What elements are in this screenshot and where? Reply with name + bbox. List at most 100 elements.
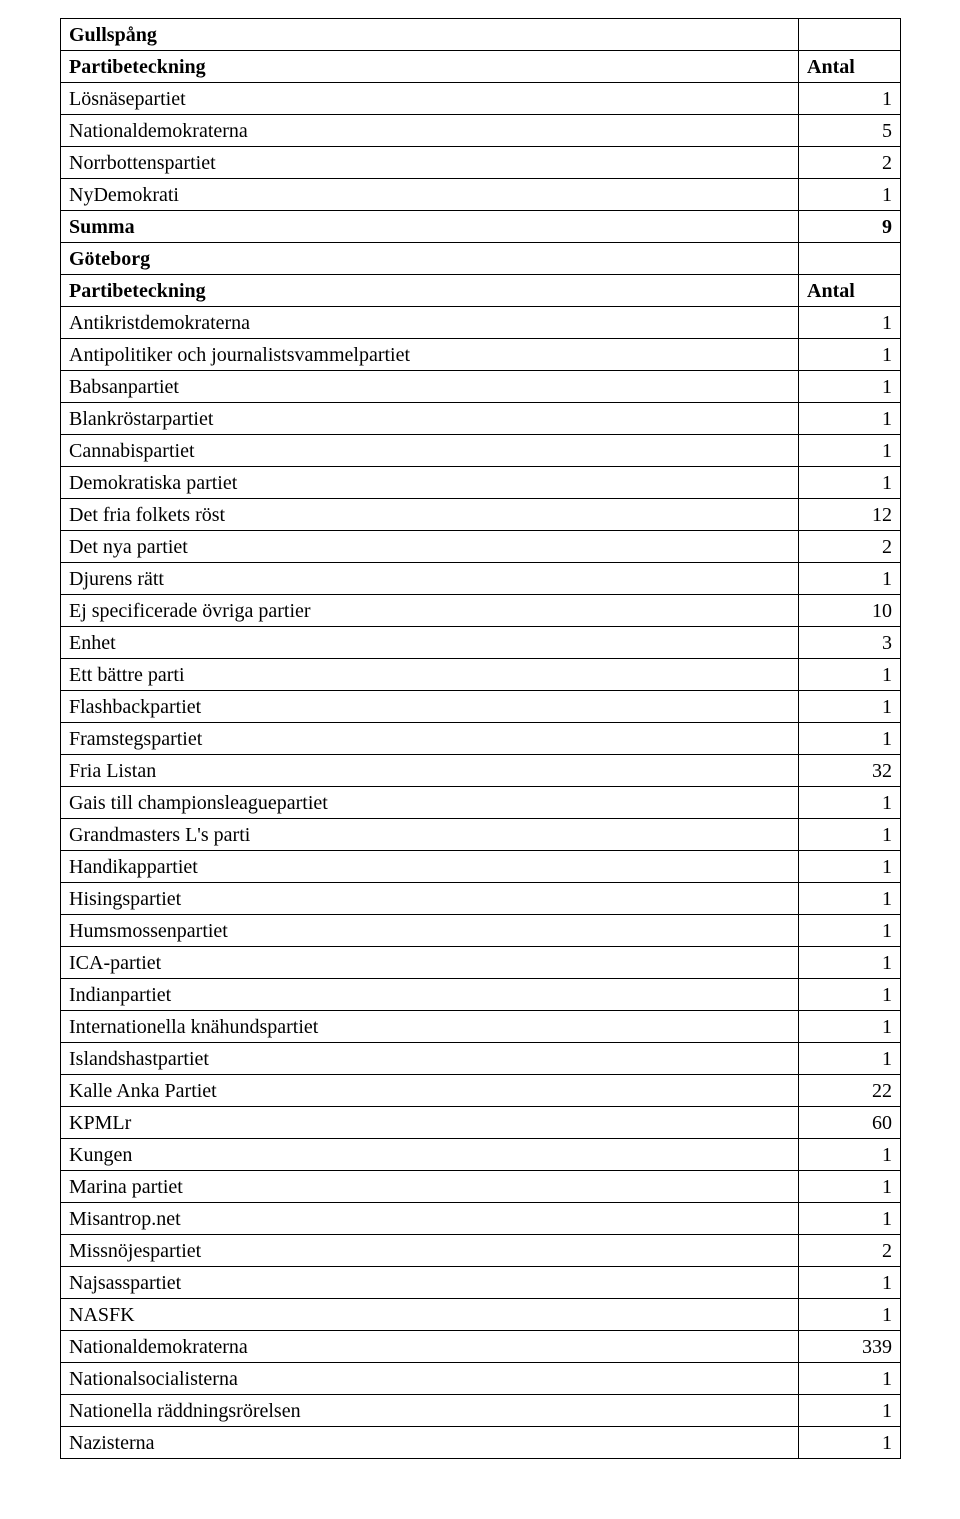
- row-value: 1: [799, 435, 901, 467]
- row-label: Enhet: [61, 627, 799, 659]
- row-label: Djurens rätt: [61, 563, 799, 595]
- table-row: Islandshastpartiet1: [61, 1043, 901, 1075]
- row-value: 9: [799, 211, 901, 243]
- table-row: Gais till championsleaguepartiet1: [61, 787, 901, 819]
- row-label: Marina partiet: [61, 1171, 799, 1203]
- row-label: KPMLr: [61, 1107, 799, 1139]
- row-label: Hisingspartiet: [61, 883, 799, 915]
- row-value: 1: [799, 883, 901, 915]
- row-value: [799, 243, 901, 275]
- row-value: 1: [799, 1011, 901, 1043]
- table-row: Babsanpartiet1: [61, 371, 901, 403]
- row-label: Antipolitiker och journalistsvammelparti…: [61, 339, 799, 371]
- row-value: 1: [799, 1171, 901, 1203]
- row-value: 32: [799, 755, 901, 787]
- table-row: Djurens rätt1: [61, 563, 901, 595]
- row-value: 1: [799, 851, 901, 883]
- row-label: Summa: [61, 211, 799, 243]
- row-label: Gullspång: [61, 19, 799, 51]
- row-label: NyDemokrati: [61, 179, 799, 211]
- row-value: 1: [799, 83, 901, 115]
- row-value: 12: [799, 499, 901, 531]
- table-row: Indianpartiet1: [61, 979, 901, 1011]
- row-label: Lösnäsepartiet: [61, 83, 799, 115]
- row-value: 1: [799, 691, 901, 723]
- row-label: Humsmossenpartiet: [61, 915, 799, 947]
- table-row: Norrbottenspartiet2: [61, 147, 901, 179]
- table-row: Antikristdemokraterna1: [61, 307, 901, 339]
- table-row: Ett bättre parti1: [61, 659, 901, 691]
- row-label: Nationalsocialisterna: [61, 1363, 799, 1395]
- table-row: Misantrop.net1: [61, 1203, 901, 1235]
- table-row: KPMLr60: [61, 1107, 901, 1139]
- row-label: Partibeteckning: [61, 275, 799, 307]
- table-row: Handikappartiet1: [61, 851, 901, 883]
- row-label: Cannabispartiet: [61, 435, 799, 467]
- table-row: Det nya partiet2: [61, 531, 901, 563]
- row-value: 1: [799, 979, 901, 1011]
- row-label: Partibeteckning: [61, 51, 799, 83]
- row-value: Antal: [799, 51, 901, 83]
- table-row: Nationaldemokraterna339: [61, 1331, 901, 1363]
- table-row: Najsasspartiet1: [61, 1267, 901, 1299]
- row-label: Misantrop.net: [61, 1203, 799, 1235]
- row-label: Internationella knähundspartiet: [61, 1011, 799, 1043]
- row-value: 1: [799, 1139, 901, 1171]
- table-row: Enhet3: [61, 627, 901, 659]
- table-row: Marina partiet1: [61, 1171, 901, 1203]
- table-row: Nationaldemokraterna5: [61, 115, 901, 147]
- row-value: 1: [799, 1043, 901, 1075]
- table-row: Kungen1: [61, 1139, 901, 1171]
- row-value: 1: [799, 659, 901, 691]
- row-value: 1: [799, 1395, 901, 1427]
- row-value: 1: [799, 1203, 901, 1235]
- row-value: 2: [799, 531, 901, 563]
- row-value: 1: [799, 1299, 901, 1331]
- row-value: 1: [799, 307, 901, 339]
- row-label: Najsasspartiet: [61, 1267, 799, 1299]
- table-row: Göteborg: [61, 243, 901, 275]
- table-row: Gullspång: [61, 19, 901, 51]
- row-label: Nationaldemokraterna: [61, 1331, 799, 1363]
- row-value: 1: [799, 371, 901, 403]
- row-value: 1: [799, 403, 901, 435]
- table-row: Grandmasters L's parti1: [61, 819, 901, 851]
- row-label: Nazisterna: [61, 1427, 799, 1459]
- row-label: Islandshastpartiet: [61, 1043, 799, 1075]
- row-label: Handikappartiet: [61, 851, 799, 883]
- row-label: Demokratiska partiet: [61, 467, 799, 499]
- row-value: 22: [799, 1075, 901, 1107]
- row-label: Framstegspartiet: [61, 723, 799, 755]
- row-value: Antal: [799, 275, 901, 307]
- row-value: 2: [799, 147, 901, 179]
- row-label: ICA-partiet: [61, 947, 799, 979]
- table-row: Hisingspartiet1: [61, 883, 901, 915]
- table-row: NASFK1: [61, 1299, 901, 1331]
- table-row: Fria Listan32: [61, 755, 901, 787]
- row-label: Ett bättre parti: [61, 659, 799, 691]
- table-row: Framstegspartiet1: [61, 723, 901, 755]
- row-label: Göteborg: [61, 243, 799, 275]
- table-row: PartibeteckningAntal: [61, 51, 901, 83]
- row-label: Antikristdemokraterna: [61, 307, 799, 339]
- party-table-body: GullspångPartibeteckningAntalLösnäsepart…: [61, 19, 901, 1459]
- row-value: 5: [799, 115, 901, 147]
- table-row: Lösnäsepartiet1: [61, 83, 901, 115]
- row-value: 1: [799, 467, 901, 499]
- table-row: Nationella räddningsrörelsen1: [61, 1395, 901, 1427]
- row-label: Kungen: [61, 1139, 799, 1171]
- table-row: PartibeteckningAntal: [61, 275, 901, 307]
- party-table: GullspångPartibeteckningAntalLösnäsepart…: [60, 18, 901, 1459]
- table-row: Nazisterna1: [61, 1427, 901, 1459]
- table-row: Nationalsocialisterna1: [61, 1363, 901, 1395]
- table-row: Antipolitiker och journalistsvammelparti…: [61, 339, 901, 371]
- row-value: 1: [799, 915, 901, 947]
- row-value: 10: [799, 595, 901, 627]
- table-row: Cannabispartiet1: [61, 435, 901, 467]
- row-label: Gais till championsleaguepartiet: [61, 787, 799, 819]
- row-label: Fria Listan: [61, 755, 799, 787]
- row-value: 1: [799, 179, 901, 211]
- row-value: 1: [799, 1267, 901, 1299]
- table-row: Det fria folkets röst12: [61, 499, 901, 531]
- row-label: Det fria folkets röst: [61, 499, 799, 531]
